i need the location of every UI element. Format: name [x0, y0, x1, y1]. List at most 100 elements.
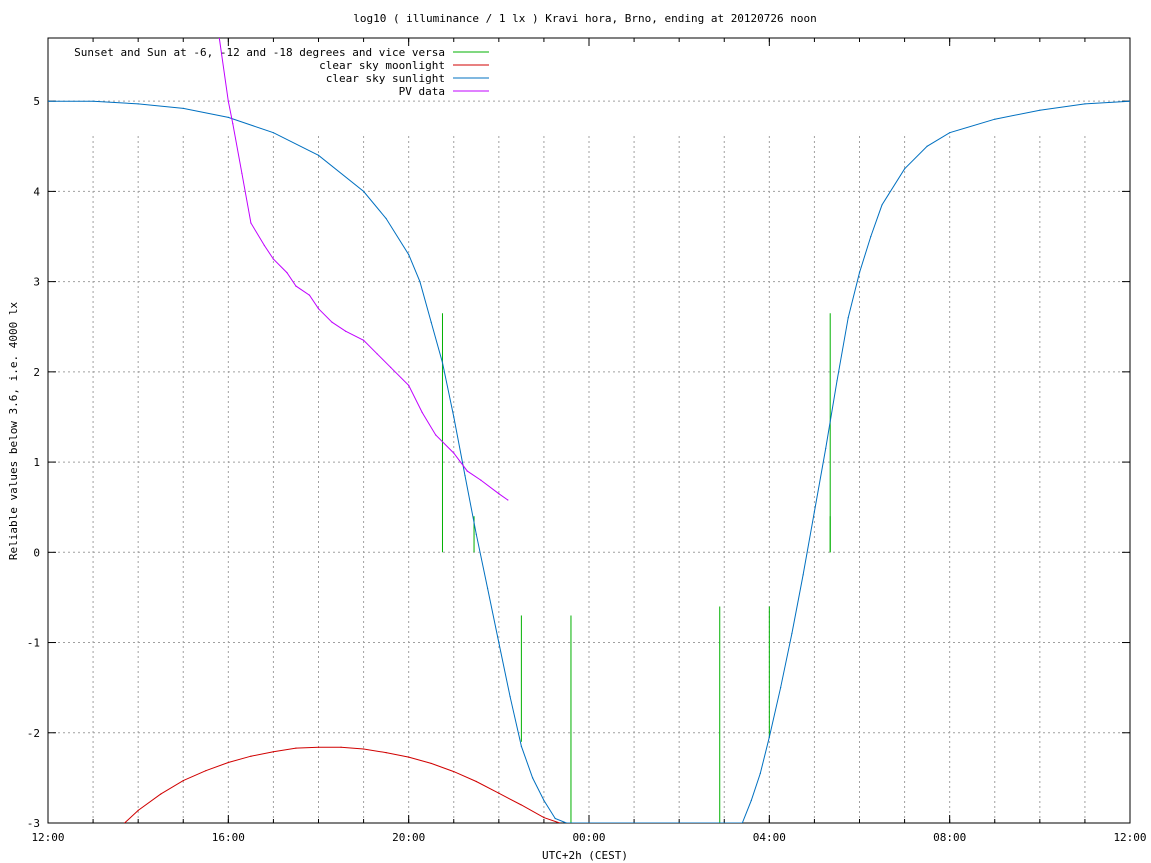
data-point — [486, 587, 489, 590]
series-0 — [441, 313, 831, 823]
data-point — [858, 271, 861, 274]
data-point — [780, 687, 782, 689]
data-point — [263, 244, 265, 247]
data-point — [124, 822, 126, 823]
data-point — [466, 470, 468, 472]
y-tick-label: 5 — [33, 95, 40, 108]
data-point — [847, 317, 849, 319]
data-point — [554, 817, 556, 820]
data-point — [453, 452, 455, 454]
series-3 — [218, 38, 509, 501]
y-tick-label: -2 — [27, 727, 40, 740]
data-point — [272, 258, 275, 260]
data-point — [227, 761, 229, 764]
series-layer — [48, 38, 1130, 823]
data-point — [903, 168, 906, 170]
data-point — [250, 222, 252, 224]
data-point — [1129, 100, 1130, 102]
data-point — [475, 780, 477, 783]
data-point — [532, 777, 534, 779]
chart-title: log10 ( illuminance / 1 lx ) Kravi hora,… — [353, 12, 817, 25]
x-tick-label: 04:00 — [753, 831, 786, 844]
data-point — [182, 107, 184, 109]
data-point — [385, 217, 387, 220]
y-tick-label: -1 — [27, 637, 40, 650]
data-point — [317, 308, 320, 310]
x-tick-label: 16:00 — [212, 831, 245, 844]
data-point — [272, 751, 275, 753]
data-point — [182, 779, 184, 782]
data-point — [441, 362, 444, 364]
data-point — [480, 479, 482, 481]
data-point — [813, 511, 816, 513]
y-tick-label: 2 — [33, 366, 40, 379]
data-point — [759, 772, 761, 774]
data-point — [464, 475, 466, 477]
data-point — [870, 235, 872, 238]
data-point — [802, 574, 804, 576]
data-point — [250, 755, 252, 757]
legend-label: PV data — [399, 85, 445, 98]
data-point — [308, 294, 311, 296]
series-line — [218, 38, 509, 501]
data-point — [520, 745, 522, 747]
data-point — [408, 253, 410, 256]
data-point — [48, 100, 49, 102]
x-tick-label: 20:00 — [392, 831, 425, 844]
data-point — [507, 499, 509, 501]
data-point — [160, 793, 162, 795]
data-point — [92, 100, 94, 102]
data-point — [453, 416, 455, 418]
data-point — [509, 696, 511, 698]
grid — [48, 100, 1130, 823]
data-point — [362, 748, 365, 750]
data-point — [317, 746, 320, 748]
data-point — [286, 271, 288, 274]
data-point — [1039, 109, 1041, 111]
y-tick-label: 3 — [33, 276, 40, 289]
x-axis-label: UTC+2h (CEST) — [542, 849, 628, 862]
data-point — [791, 632, 793, 635]
data-point — [376, 353, 378, 355]
data-point — [419, 281, 421, 283]
data-point — [430, 321, 432, 323]
x-tick-label: 12:00 — [31, 831, 64, 844]
data-point — [408, 756, 410, 758]
x-tick-label: 08:00 — [933, 831, 966, 844]
data-point — [741, 822, 743, 823]
series-2 — [48, 100, 1130, 823]
data-point — [317, 154, 320, 156]
data-point — [295, 747, 297, 749]
data-point — [340, 746, 342, 748]
data-point — [362, 339, 365, 341]
data-point — [543, 799, 545, 802]
data-point — [344, 330, 347, 332]
x-tick-label: 12:00 — [1113, 831, 1146, 844]
legend: Sunset and Sun at -6, -12 and -18 degree… — [74, 46, 489, 98]
data-point — [137, 809, 139, 811]
x-tick-label: 00:00 — [572, 831, 605, 844]
data-point — [825, 447, 827, 450]
data-point — [949, 132, 951, 134]
data-point — [390, 366, 392, 368]
y-tick-label: -3 — [27, 817, 40, 830]
y-tick-label: 4 — [33, 185, 40, 198]
data-point — [994, 118, 996, 120]
data-point — [430, 762, 432, 765]
data-point — [520, 804, 522, 806]
data-point — [408, 384, 410, 386]
data-point — [926, 145, 928, 147]
data-point — [1084, 103, 1086, 105]
y-tick-label: 0 — [33, 546, 40, 559]
legend-label: Sunset and Sun at -6, -12 and -18 degree… — [74, 46, 445, 59]
data-point — [559, 822, 561, 823]
data-point — [137, 103, 139, 105]
data-point — [453, 770, 455, 773]
data-point — [272, 132, 275, 134]
y-axis-label: Reliable values below 3.6, i.e. 4000 lx — [7, 301, 20, 560]
data-point — [362, 190, 365, 192]
data-point — [295, 285, 297, 287]
